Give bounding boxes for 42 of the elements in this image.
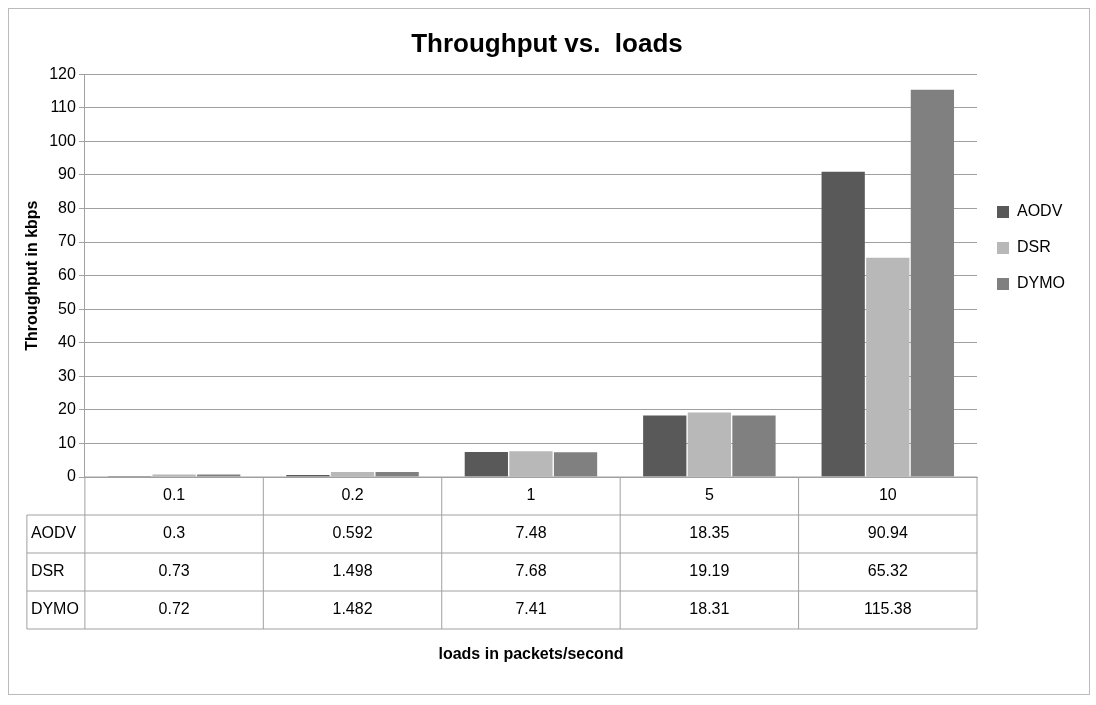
data-label: 1.482	[332, 600, 373, 618]
data-label: 18.35	[689, 524, 730, 542]
data-label: 0.592	[332, 524, 373, 542]
chart-title: Throughput vs. loads	[411, 27, 683, 58]
y-tick-label: 80	[58, 198, 76, 216]
legend-label: AODV	[1017, 202, 1063, 220]
y-tick-label: 0	[66, 467, 76, 485]
y-axis-title: Throughput in kbps	[23, 200, 41, 351]
y-tick-label: 40	[58, 333, 76, 351]
legend-label: DSR	[1017, 238, 1051, 256]
y-tick-label: 70	[58, 232, 76, 250]
data-label: 0.72	[158, 600, 190, 618]
y-tick-label: 10	[58, 433, 76, 451]
y-tick-label: 30	[58, 366, 76, 384]
data-label: 18.31	[689, 600, 730, 618]
x-tick-label: 0.1	[162, 486, 186, 504]
text: DSR	[30, 562, 65, 580]
data-label: 65.32	[867, 562, 908, 580]
y-tick-label: 60	[58, 266, 76, 284]
data-label: 0.3	[162, 524, 186, 542]
data-label: 0.73	[158, 562, 190, 580]
x-tick-label: 10	[878, 486, 897, 504]
text: DYMO	[30, 600, 79, 618]
x-tick-label: 5	[704, 486, 714, 504]
legend-label: DYMO	[1017, 274, 1065, 292]
data-label: 7.41	[515, 600, 547, 618]
data-label: 115.38	[863, 600, 912, 618]
data-label: 90.94	[867, 524, 908, 542]
text: AODV	[30, 524, 77, 542]
data-label: 7.48	[515, 524, 547, 542]
x-tick-label: 0.2	[341, 486, 364, 504]
data-label: 1.498	[332, 562, 373, 580]
y-tick-label: 90	[58, 165, 76, 183]
y-tick-label: 110	[50, 98, 76, 116]
y-tick-label: 120	[49, 64, 76, 82]
y-tick-label: 20	[58, 400, 76, 418]
y-tick-label: 100	[49, 131, 76, 149]
x-tick-label: 1	[526, 486, 536, 504]
data-label: 19.19	[689, 562, 730, 580]
text: loads in packets/second	[438, 645, 624, 663]
data-label: 7.68	[515, 562, 547, 580]
y-tick-label: 50	[58, 299, 76, 317]
